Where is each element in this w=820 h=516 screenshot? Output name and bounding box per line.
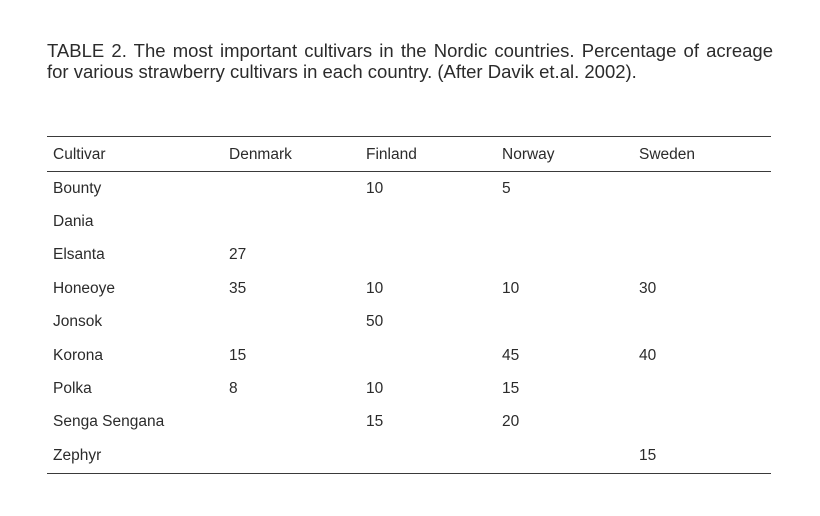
cell-finland: 50 xyxy=(366,313,384,331)
cell-cultivar: Dania xyxy=(53,213,94,231)
table-row: Zephyr 15 xyxy=(47,439,771,474)
header-sweden: Sweden xyxy=(639,146,696,163)
table-row: Polka 8 10 15 xyxy=(47,372,771,405)
cell-cultivar: Elsanta xyxy=(53,246,105,264)
cell-norway xyxy=(496,239,633,272)
cell-finland: 10 xyxy=(366,179,384,197)
cell-denmark: 8 xyxy=(229,380,238,398)
cell-finland xyxy=(360,439,496,473)
cell-norway: 5 xyxy=(502,179,511,197)
cultivar-table-container: Cultivar Denmark Finland Norway Sweden B… xyxy=(47,136,771,474)
cell-denmark xyxy=(223,439,360,473)
table-header: Cultivar Denmark Finland Norway Sweden xyxy=(47,136,771,172)
cell-cultivar: Zephyr xyxy=(53,446,102,464)
table-row: Senga Sengana 15 20 xyxy=(47,406,771,439)
table-row: Korona 15 45 40 xyxy=(47,339,771,372)
table-row: Bounty 10 5 xyxy=(47,172,771,206)
cell-finland xyxy=(360,339,496,372)
cell-sweden: 15 xyxy=(639,446,657,464)
header-finland: Finland xyxy=(366,146,417,163)
cell-finland: 10 xyxy=(366,279,384,297)
table-caption: TABLE 2. The most important cultivars in… xyxy=(47,40,773,82)
cell-cultivar: Bounty xyxy=(53,179,102,197)
table-row: Elsanta 27 xyxy=(47,239,771,272)
cell-cultivar: Korona xyxy=(53,346,103,364)
table-row: Honeoye 35 10 10 30 xyxy=(47,272,771,305)
cell-denmark xyxy=(223,172,360,206)
table-row: Dania xyxy=(47,205,771,238)
table-body: Bounty 10 5 Dania Elsanta 27 xyxy=(47,172,771,474)
cell-denmark xyxy=(223,306,360,339)
cell-denmark: 35 xyxy=(229,279,247,297)
header-row: Cultivar Denmark Finland Norway Sweden xyxy=(47,136,771,172)
cell-sweden: 30 xyxy=(639,279,657,297)
cell-norway: 10 xyxy=(502,279,520,297)
cell-sweden: 40 xyxy=(639,346,657,364)
cell-finland xyxy=(360,205,496,238)
header-norway: Norway xyxy=(502,146,555,163)
cell-cultivar: Jonsok xyxy=(53,313,103,331)
cell-denmark: 27 xyxy=(229,246,247,264)
cell-sweden xyxy=(633,239,771,272)
cell-sweden xyxy=(633,406,771,439)
header-cultivar: Cultivar xyxy=(53,146,106,163)
cell-sweden xyxy=(633,372,771,405)
cell-norway xyxy=(496,306,633,339)
cell-denmark xyxy=(223,205,360,238)
cell-sweden xyxy=(633,172,771,206)
cell-norway xyxy=(496,205,633,238)
cell-cultivar: Senga Sengana xyxy=(53,413,165,431)
cell-norway: 45 xyxy=(502,346,520,364)
cell-sweden xyxy=(633,306,771,339)
cell-sweden xyxy=(633,205,771,238)
cell-norway: 15 xyxy=(502,380,520,398)
cell-finland: 15 xyxy=(366,413,384,431)
header-denmark: Denmark xyxy=(229,146,292,163)
cell-denmark xyxy=(223,406,360,439)
cell-norway: 20 xyxy=(502,413,520,431)
cell-finland xyxy=(360,239,496,272)
cell-cultivar: Honeoye xyxy=(53,279,116,297)
cell-finland: 10 xyxy=(366,380,384,398)
cell-norway xyxy=(496,439,633,473)
cell-denmark: 15 xyxy=(229,346,247,364)
cultivar-table: Cultivar Denmark Finland Norway Sweden B… xyxy=(47,136,771,474)
table-row: Jonsok 50 xyxy=(47,306,771,339)
cell-cultivar: Polka xyxy=(53,380,92,398)
